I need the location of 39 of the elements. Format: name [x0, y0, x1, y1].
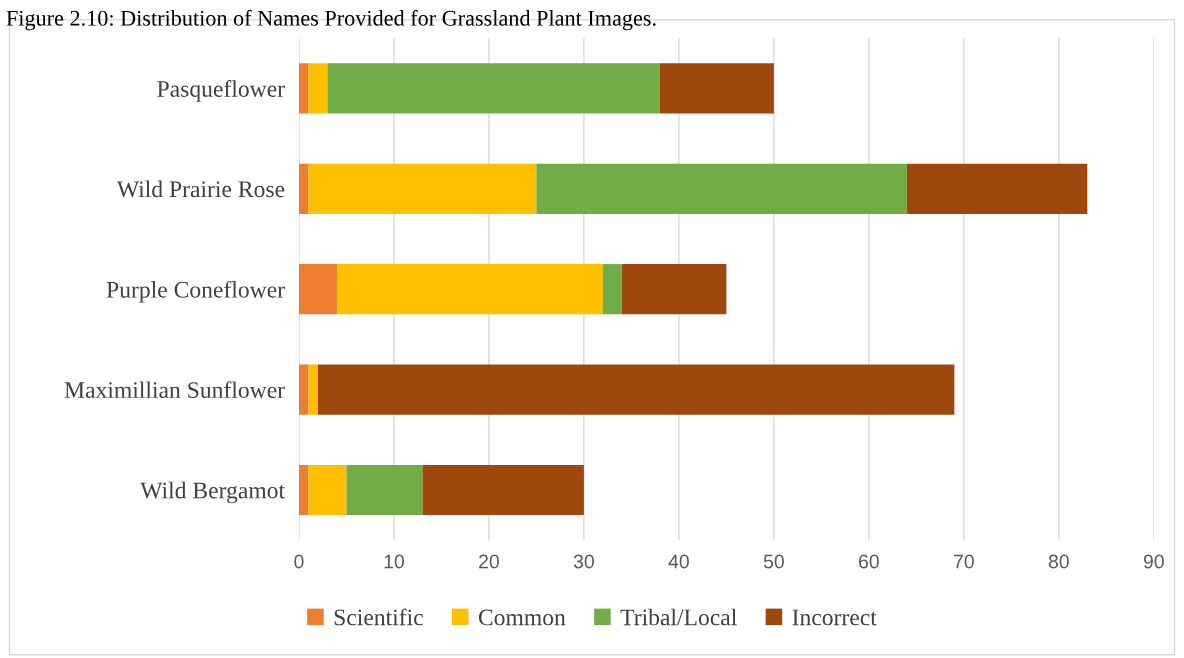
bar: [602, 264, 622, 315]
x-tick-label: 70: [954, 554, 974, 569]
bar: [298, 364, 309, 415]
y-tick-label: Wild Prairie Rose: [116, 180, 285, 198]
bar: [308, 63, 328, 114]
x-tick-label: 90: [1143, 554, 1164, 569]
x-tick-label: 10: [384, 554, 404, 569]
x-tick-label: 30: [573, 554, 594, 569]
x-tick-label: 20: [479, 554, 499, 569]
bar: [327, 63, 660, 114]
x-tick-label: 50: [763, 554, 784, 569]
bar: [906, 163, 1088, 214]
y-tick-label: Purple Coneflower: [106, 280, 285, 303]
legend-label: Tribal/Local: [620, 608, 737, 626]
bar: [536, 163, 907, 214]
bar: [336, 264, 603, 315]
bar: [346, 464, 423, 516]
bar: [621, 264, 727, 315]
y-tick-label: Pasqueflower: [157, 80, 285, 102]
bar: [308, 163, 537, 214]
x-tick-label: 40: [668, 554, 689, 569]
legend-label: Incorrect: [792, 609, 877, 626]
bar: [308, 464, 347, 516]
y-tick-label: Maximillian Sunflower: [64, 381, 285, 399]
bar: [298, 264, 337, 315]
bar: [298, 63, 309, 114]
bar: [308, 364, 318, 415]
bar: [298, 464, 309, 516]
x-tick-label: 60: [859, 554, 879, 569]
chart-title: Figure 2.10: Distribution of Names Provided for Grassland Plant Images.: [6, 9, 656, 31]
legend-label: Common: [478, 609, 566, 626]
y-tick-label: Wild Bergamot: [140, 481, 285, 504]
bar: [317, 364, 955, 415]
bar: [298, 163, 309, 214]
bar: [422, 464, 584, 516]
x-tick-label: 0: [294, 554, 304, 569]
legend-label: Scientific: [334, 608, 423, 626]
bar: [659, 63, 774, 114]
x-tick-label: 80: [1048, 554, 1069, 569]
